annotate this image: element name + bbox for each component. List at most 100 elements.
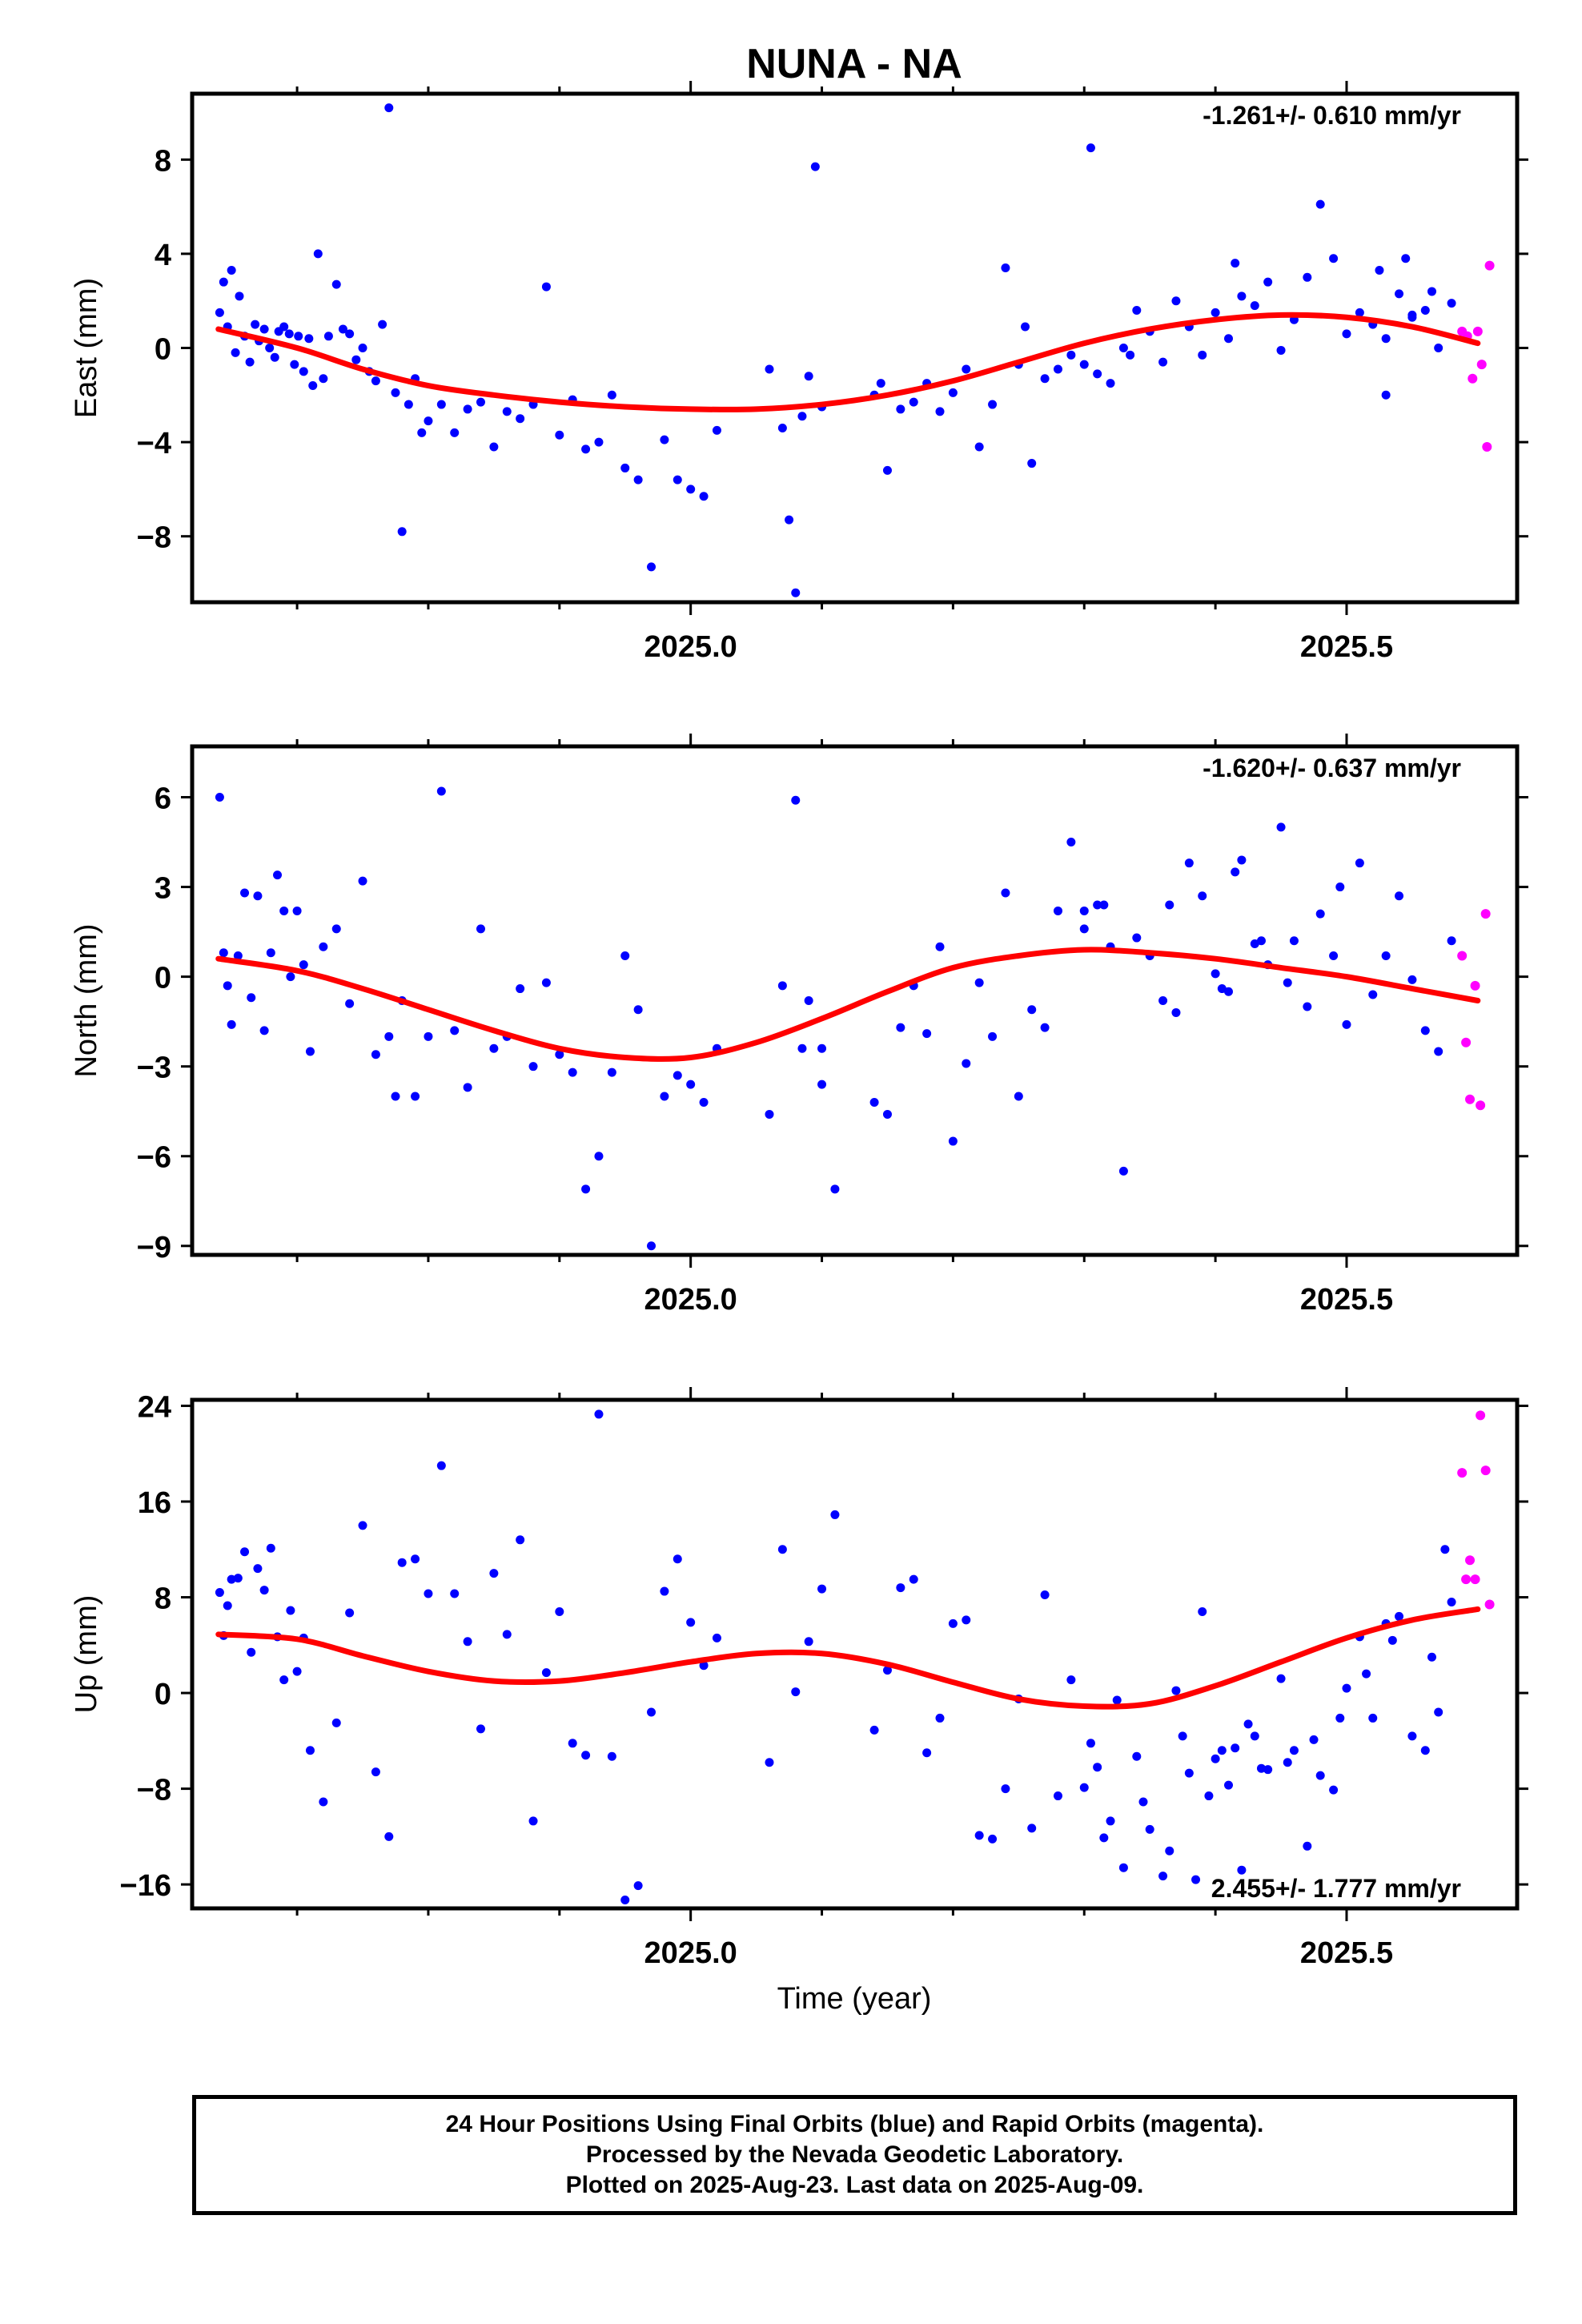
final-orbit-point bbox=[1355, 308, 1364, 317]
final-orbit-point bbox=[686, 1618, 696, 1627]
final-orbit-point bbox=[896, 404, 905, 414]
final-orbit-point bbox=[974, 442, 984, 452]
final-orbit-point bbox=[323, 332, 333, 341]
final-orbit-point bbox=[1407, 312, 1417, 322]
final-orbit-point bbox=[804, 1637, 813, 1647]
final-orbit-point bbox=[581, 1184, 591, 1194]
final-orbit-point bbox=[1106, 379, 1115, 388]
final-orbit-point bbox=[594, 1152, 604, 1161]
final-orbit-point bbox=[227, 265, 236, 275]
final-orbit-point bbox=[660, 1092, 669, 1101]
final-orbit-point bbox=[876, 379, 885, 388]
final-orbit-point bbox=[265, 344, 275, 352]
final-orbit-point bbox=[1165, 900, 1174, 910]
final-orbit-point bbox=[1395, 1611, 1404, 1621]
final-orbit-point bbox=[1303, 272, 1312, 282]
final-orbit-point bbox=[797, 412, 807, 421]
final-orbit-point bbox=[1224, 1780, 1234, 1790]
final-orbit-point bbox=[555, 430, 564, 440]
final-orbit-point bbox=[935, 942, 945, 951]
rapid-orbit-point bbox=[1480, 1466, 1491, 1476]
final-orbit-point bbox=[251, 320, 260, 329]
final-orbit-point bbox=[304, 334, 314, 344]
panel-up: −16 −8 0 8 16 24 2025.0 2025.5 Up (mm) 2.455+/- 1… bbox=[70, 1387, 1528, 1970]
final-orbit-point bbox=[909, 1574, 918, 1584]
time-series-chart: NUNA - NA Time (year) −8 −4 0 4 8 2025.0 2025.… bbox=[70, 41, 1528, 2016]
final-orbit-point bbox=[1250, 301, 1259, 311]
final-orbit-point bbox=[1387, 1635, 1397, 1645]
y-tick-label: −3 bbox=[137, 1051, 171, 1085]
final-orbit-point bbox=[516, 984, 525, 994]
velocity-annotation: 2.455+/- 1.777 mm/yr bbox=[1211, 1874, 1461, 1903]
final-orbit-point bbox=[286, 1606, 295, 1615]
rapid-orbit-point bbox=[1476, 1410, 1486, 1421]
final-orbit-point bbox=[1420, 1026, 1430, 1035]
final-orbit-point bbox=[223, 1601, 232, 1610]
final-orbit-point bbox=[1158, 1872, 1168, 1881]
final-orbit-point bbox=[699, 492, 709, 501]
final-orbit-point bbox=[1309, 1735, 1319, 1744]
panel-east: −8 −4 0 4 8 2025.0 2025.5 East (mm) -1.261+/- 0.… bbox=[70, 81, 1528, 664]
final-orbit-point bbox=[988, 1834, 998, 1844]
final-orbit-point bbox=[1362, 1669, 1371, 1679]
final-orbit-point bbox=[1335, 1713, 1345, 1723]
final-orbit-point bbox=[673, 1071, 682, 1080]
final-orbit-point bbox=[1395, 891, 1404, 901]
rapid-orbit-point bbox=[1470, 980, 1480, 991]
final-orbit-point bbox=[1237, 292, 1247, 301]
final-orbit-point bbox=[1440, 1545, 1450, 1554]
final-orbit-point bbox=[869, 1098, 879, 1107]
final-orbit-point bbox=[247, 993, 256, 1003]
final-orbit-point bbox=[1447, 1598, 1456, 1607]
plot-frame bbox=[190, 744, 1520, 1257]
y-tick-label: −9 bbox=[137, 1231, 171, 1265]
final-orbit-point bbox=[1315, 909, 1325, 919]
final-orbit-point bbox=[1434, 1707, 1443, 1717]
final-orbit-point bbox=[1217, 1746, 1227, 1755]
final-orbit-point bbox=[305, 1746, 315, 1755]
final-orbit-point bbox=[765, 364, 774, 374]
final-orbit-point bbox=[1335, 883, 1345, 892]
final-orbit-point bbox=[1329, 1785, 1339, 1795]
final-orbit-point bbox=[384, 1031, 394, 1041]
final-orbit-point bbox=[620, 463, 630, 472]
final-orbit-point bbox=[1171, 1686, 1181, 1695]
final-orbit-point bbox=[1420, 1746, 1430, 1755]
footer-line-processor: Processed by the Nevada Geodetic Laborat… bbox=[585, 2141, 1124, 2168]
final-orbit-point bbox=[358, 1521, 367, 1530]
y-tick-label: 3 bbox=[155, 872, 171, 906]
final-orbit-point bbox=[1053, 1791, 1062, 1801]
final-orbit-point bbox=[233, 1574, 243, 1583]
final-orbit-point bbox=[502, 407, 512, 416]
final-orbit-point bbox=[450, 428, 460, 437]
final-orbit-point bbox=[227, 1574, 236, 1584]
final-orbit-point bbox=[371, 1050, 380, 1059]
final-orbit-point bbox=[896, 1583, 905, 1593]
y-tick-label: 0 bbox=[155, 1678, 171, 1711]
final-orbit-point bbox=[436, 786, 446, 796]
final-orbit-point bbox=[673, 1554, 682, 1564]
final-orbit-point bbox=[1224, 334, 1234, 344]
rapid-orbit-point bbox=[1480, 909, 1491, 919]
final-orbit-point bbox=[1427, 287, 1436, 296]
final-orbit-point bbox=[896, 1023, 905, 1032]
final-orbit-point bbox=[502, 1630, 512, 1639]
final-orbit-point bbox=[1401, 254, 1411, 263]
final-orbit-point bbox=[1171, 1007, 1181, 1017]
final-orbit-point bbox=[1093, 1763, 1102, 1772]
final-orbit-point bbox=[765, 1758, 774, 1767]
final-orbit-point bbox=[974, 978, 984, 987]
final-orbit-point bbox=[777, 1545, 787, 1554]
final-orbit-point bbox=[1263, 277, 1273, 287]
final-orbit-point bbox=[1256, 936, 1266, 946]
final-orbit-point bbox=[1066, 1675, 1076, 1685]
final-orbit-point bbox=[1231, 867, 1240, 877]
final-orbit-point bbox=[1211, 969, 1220, 979]
final-orbit-point bbox=[259, 1586, 269, 1595]
final-orbit-point bbox=[436, 400, 446, 409]
final-orbit-point bbox=[1250, 939, 1259, 949]
final-orbit-point bbox=[245, 357, 255, 367]
final-orbit-point bbox=[273, 870, 283, 880]
final-orbit-point bbox=[699, 1661, 709, 1671]
rapid-orbit-point bbox=[1470, 1574, 1480, 1585]
